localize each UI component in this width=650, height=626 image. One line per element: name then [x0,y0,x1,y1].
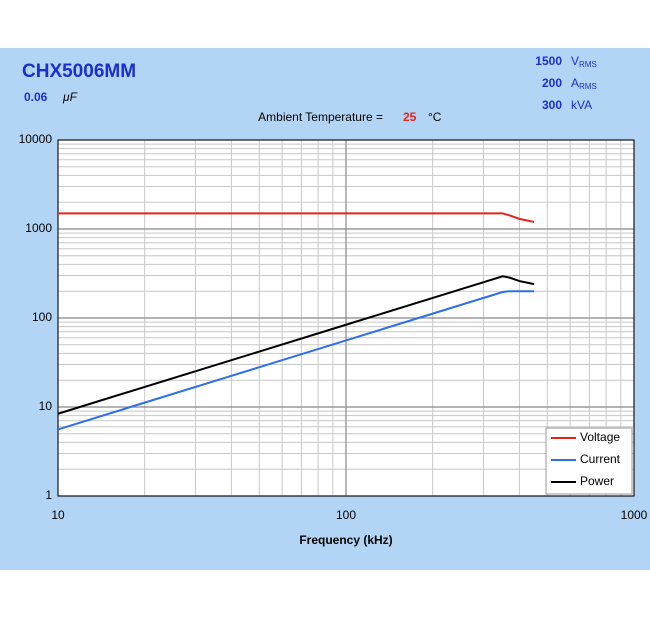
rating-unit-sub: RMS [579,82,597,91]
rating-value: 1500 [535,54,562,68]
x-tick-label: 10 [51,508,65,522]
rating-unit-text: V [571,54,579,68]
rating-unit-text: kVA [571,98,592,112]
chart-title: CHX5006MM [22,61,136,82]
rating-unit: ARMS [571,76,597,91]
rating-value: 300 [542,98,562,112]
legend-label: Current [580,452,621,466]
x-axis-label: Frequency (kHz) [299,533,392,547]
capacitance-unit: μF [62,90,78,104]
rating-unit-sub: RMS [579,60,597,69]
plot-border [57,139,635,497]
rating-unit-text: A [571,76,579,90]
rating-value: 200 [542,76,562,90]
x-tick-label: 100 [336,508,356,522]
series-line [58,212,535,223]
y-tick-label: 1000 [25,221,52,235]
annotation-label: Ambient Temperature = [258,110,383,124]
y-tick-label: 100 [32,310,52,324]
legend-label: Voltage [580,430,620,444]
annotation-unit: °C [428,110,442,124]
y-tick-label: 10 [39,399,53,413]
y-tick-label: 1 [45,488,52,502]
capacitance: 0.06 [24,90,48,104]
rating-unit: VRMS [571,54,597,69]
rating-unit: kVA [571,98,592,112]
series-line [57,275,535,415]
series-line [57,290,535,431]
annotation-value: 25 [403,110,417,124]
y-tick-label: 10000 [19,132,53,146]
x-tick-label: 1000 [621,508,648,522]
legend-label: Power [580,474,614,488]
